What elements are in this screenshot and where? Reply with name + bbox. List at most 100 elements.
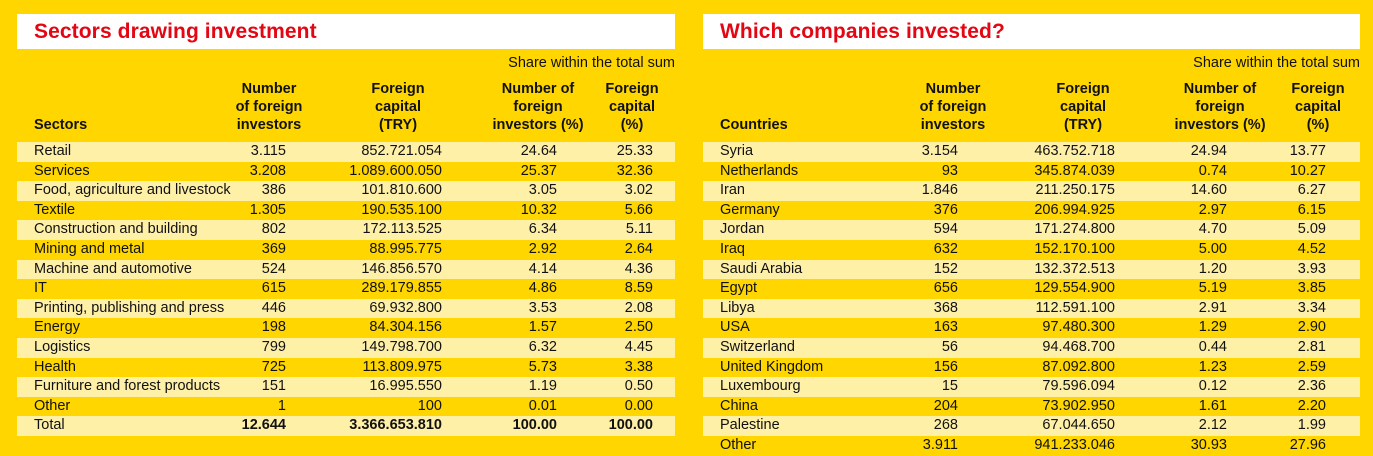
sector-investor-share-cell: 0.01 xyxy=(528,397,557,414)
sectors-header-capital: Foreign capital (TRY) xyxy=(371,81,425,133)
country-capital-share-cell: 27.96 xyxy=(1289,436,1326,453)
country-capital-cell: 152.170.100 xyxy=(1034,240,1115,257)
countries-share-note: Share within the total sum xyxy=(1193,55,1360,71)
sector-investor-share-cell: 3.53 xyxy=(528,299,557,316)
sector-capital-cell: 3.366.653.810 xyxy=(349,417,442,434)
sector-investor-count-cell: 386 xyxy=(261,182,286,199)
country-capital-cell: 206.994.925 xyxy=(1034,201,1115,218)
country-investor-share-cell: 1.23 xyxy=(1198,358,1227,375)
sector-table-row: IT 615 289.179.855 4.86 8.59 xyxy=(17,279,675,299)
country-investor-share-cell: 4.70 xyxy=(1198,221,1227,238)
country-name-cell: Iran xyxy=(720,182,745,199)
country-name-cell: Jordan xyxy=(720,221,765,238)
sector-table-row: Construction and building 802 172.113.525 6… xyxy=(17,220,675,240)
country-table-row: Jordan 594 171.274.800 4.70 5.09 xyxy=(703,220,1360,240)
country-capital-share-cell: 3.85 xyxy=(1297,280,1326,297)
sector-investor-share-cell: 2.92 xyxy=(528,240,557,257)
sector-investor-count-cell: 615 xyxy=(261,280,286,297)
country-investor-count-cell: 656 xyxy=(933,280,958,297)
sector-capital-share-cell: 3.02 xyxy=(624,182,653,199)
country-name-cell: Saudi Arabia xyxy=(720,260,803,277)
country-capital-share-cell: 2.81 xyxy=(1297,338,1326,355)
country-investor-count-cell: 56 xyxy=(941,338,958,355)
country-investor-share-cell: 1.61 xyxy=(1198,397,1227,414)
country-capital-cell: 112.591.100 xyxy=(1035,299,1115,316)
country-investor-share-cell: 0.74 xyxy=(1198,162,1227,179)
country-capital-cell: 345.874.039 xyxy=(1034,162,1115,179)
sector-capital-cell: 146.856.570 xyxy=(361,260,442,277)
country-capital-cell: 67.044.650 xyxy=(1042,417,1115,434)
sector-capital-share-cell: 32.36 xyxy=(616,162,653,179)
country-table-row: Palestine 268 67.044.650 2.12 1.99 xyxy=(703,416,1360,436)
country-capital-share-cell: 13.77 xyxy=(1289,143,1326,159)
sector-name-cell: Furniture and forest products xyxy=(34,378,221,395)
sector-investor-share-cell: 25.37 xyxy=(520,162,557,179)
sector-table-row: Textile 1.305 190.535.100 10.32 5.66 xyxy=(17,201,675,221)
country-name-cell: USA xyxy=(720,319,750,336)
sector-name-cell: Logistics xyxy=(34,338,91,355)
sector-investor-share-cell: 4.86 xyxy=(528,280,557,297)
sector-capital-share-cell: 5.66 xyxy=(624,201,653,218)
countries-header-investor-share: Number of foreign investors (%) xyxy=(1174,81,1266,133)
sector-capital-share-cell: 2.64 xyxy=(624,240,653,257)
sectors-table-panel: Sectors drawing investment Share within … xyxy=(17,0,675,445)
country-capital-share-cell: 3.34 xyxy=(1297,299,1326,316)
country-investor-count-cell: 204 xyxy=(933,397,958,414)
sector-name-cell: Other xyxy=(34,397,71,414)
country-name-cell: Palestine xyxy=(720,417,780,434)
sector-capital-share-cell: 3.38 xyxy=(624,358,653,375)
country-capital-share-cell: 3.93 xyxy=(1297,260,1326,277)
country-capital-share-cell: 2.90 xyxy=(1297,319,1326,336)
country-capital-share-cell: 4.52 xyxy=(1297,240,1326,257)
country-investor-count-cell: 3.154 xyxy=(921,143,958,159)
country-table-row: Germany 376 206.994.925 2.97 6.15 xyxy=(703,201,1360,221)
country-investor-count-cell: 93 xyxy=(941,162,958,179)
sector-investor-count-cell: 3.208 xyxy=(249,162,286,179)
country-investor-share-cell: 2.91 xyxy=(1198,299,1227,316)
sector-name-cell: Mining and metal xyxy=(34,240,145,257)
country-table-row: Iraq 632 152.170.100 5.00 4.52 xyxy=(703,240,1360,260)
sector-investor-count-cell: 446 xyxy=(261,299,286,316)
sector-investor-count-cell: 12.644 xyxy=(241,417,286,434)
sector-name-cell: Energy xyxy=(34,319,80,336)
country-investor-share-cell: 0.44 xyxy=(1198,338,1227,355)
sector-capital-share-cell: 5.11 xyxy=(625,221,653,238)
country-capital-share-cell: 6.27 xyxy=(1297,182,1326,199)
sector-capital-share-cell: 8.59 xyxy=(624,280,653,297)
sector-capital-share-cell: 2.08 xyxy=(624,299,653,316)
sector-table-row: Services 3.208 1.089.600.050 25.37 32.36 xyxy=(17,162,675,182)
country-capital-cell: 94.468.700 xyxy=(1042,338,1115,355)
sector-capital-share-cell: 0.50 xyxy=(624,378,653,395)
countries-title-bar: Which companies invested? xyxy=(703,14,1360,49)
country-investor-count-cell: 152 xyxy=(933,260,958,277)
country-capital-cell: 211.250.175 xyxy=(1035,182,1115,199)
country-investor-share-cell: 5.00 xyxy=(1198,240,1227,257)
country-capital-share-cell: 2.20 xyxy=(1297,397,1326,414)
sectors-header-capital-share: Foreign capital (%) xyxy=(605,81,659,133)
sector-table-row: Health 725 113.809.975 5.73 3.38 xyxy=(17,358,675,378)
country-investor-count-cell: 632 xyxy=(933,240,958,257)
country-investor-share-cell: 1.29 xyxy=(1198,319,1227,336)
country-capital-cell: 97.480.300 xyxy=(1042,319,1115,336)
sector-table-row: Mining and metal 369 88.995.775 2.92 2.64 xyxy=(17,240,675,260)
sector-capital-cell: 289.179.855 xyxy=(361,280,442,297)
sector-investor-count-cell: 198 xyxy=(261,319,286,336)
sector-table-row: Energy 198 84.304.156 1.57 2.50 xyxy=(17,318,675,338)
sector-capital-cell: 88.995.775 xyxy=(369,240,442,257)
sector-name-cell: Construction and building xyxy=(34,221,198,238)
sector-investor-share-cell: 6.34 xyxy=(528,221,557,238)
countries-header-capital: Foreign capital (TRY) xyxy=(1056,81,1110,133)
sector-name-cell: Textile xyxy=(34,201,76,218)
country-table-row: Iran 1.846 211.250.175 14.60 6.27 xyxy=(703,181,1360,201)
sector-investor-count-cell: 524 xyxy=(261,260,286,277)
sector-capital-cell: 172.113.525 xyxy=(362,221,442,238)
country-capital-cell: 87.092.800 xyxy=(1042,358,1115,375)
sector-capital-cell: 149.798.700 xyxy=(361,338,442,355)
sector-table-row: Logistics 799 149.798.700 6.32 4.45 xyxy=(17,337,675,358)
country-table-row: United Kingdom 156 87.092.800 1.23 2.59 xyxy=(703,358,1360,378)
country-table-row: USA 163 97.480.300 1.29 2.90 xyxy=(703,318,1360,338)
country-investor-share-cell: 24.94 xyxy=(1190,143,1227,159)
sector-capital-cell: 1.089.600.050 xyxy=(349,162,442,179)
countries-table-body: Syria 3.154 463.752.718 24.94 13.77 Netherlan… xyxy=(703,142,1360,456)
country-capital-share-cell: 2.36 xyxy=(1297,378,1326,395)
